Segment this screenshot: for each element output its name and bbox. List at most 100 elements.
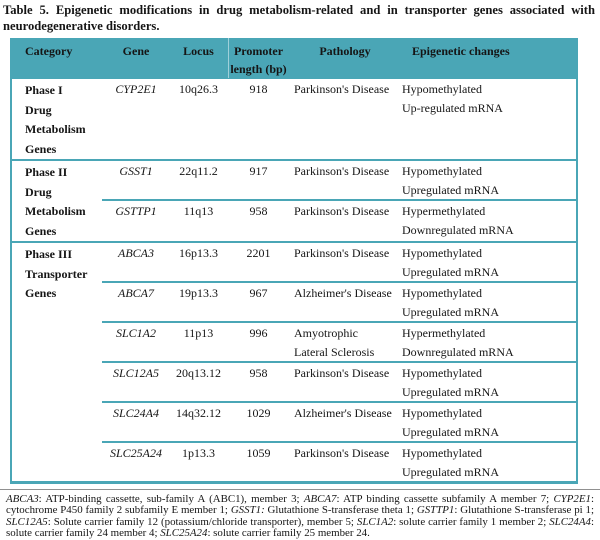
epigenetic-changes-cell: Hypomethylated Upregulated mRNA — [400, 284, 576, 321]
footnote-text: : Glutathione S-transferase pi 1; — [454, 504, 594, 517]
pathology-line: Parkinson's Disease — [294, 204, 390, 218]
locus-cell: 22q11.2 — [179, 164, 218, 178]
pathology-line: Parkinson's Disease — [294, 82, 390, 96]
gene-cell: SLC1A2 — [115, 326, 156, 340]
promoter-length-cell: 918 — [249, 82, 268, 96]
pathology-cell: Parkinson's Disease — [290, 364, 400, 401]
locus-cell: 11q13 — [183, 204, 214, 218]
epigenetic-change-line: Hypermethylated — [402, 204, 486, 218]
category-line: Phase II — [25, 165, 68, 179]
promoter-length-cell: 1059 — [246, 446, 271, 460]
pathology-cell: Parkinson's Disease — [290, 162, 400, 199]
table-footnote: ABCA3: ATP-binding cassette, sub-family … — [6, 493, 594, 540]
category-line: Genes — [25, 223, 57, 238]
epigenetic-changes-cell: Hypomethylated Upregulated mRNA — [400, 404, 576, 441]
promoter-length-cell: 958 — [249, 366, 268, 380]
locus-cell: 14q32.12 — [176, 406, 221, 420]
footnote-gene-symbol: CYP2E1 — [553, 493, 591, 505]
epigenetic-change-line: Upregulated mRNA — [402, 264, 499, 279]
locus-cell: 11p13 — [183, 326, 214, 340]
epigenetic-change-line: Downregulated mRNA — [402, 222, 514, 237]
pathology-line: Parkinson's Disease — [294, 246, 390, 260]
category-line: Drug Metabolism — [25, 102, 86, 137]
footnote-divider — [0, 489, 600, 490]
epigenetic-change-line: Upregulated mRNA — [402, 304, 499, 319]
column-header-locus: Locus — [183, 44, 214, 58]
pathology-cell: Alzheimer's Disease — [290, 404, 400, 441]
footnote-text: : solute carrier family 1 member 2; — [393, 515, 550, 528]
footnote-text: : ATP binding cassette subfamily A membe… — [336, 493, 554, 505]
gene-cell: ABCA7 — [118, 286, 154, 300]
table-caption: Table 5. Epigenetic modifications in dru… — [3, 3, 595, 33]
pathology-line: Parkinson's Disease — [294, 446, 390, 460]
gene-cell: GSTTP1 — [115, 204, 157, 218]
pathology-cell: Parkinson's Disease — [290, 244, 400, 281]
locus-cell: 1p13.3 — [182, 446, 215, 460]
pathology-cell: Parkinson's Disease — [290, 202, 400, 239]
epigenetic-change-line: Downregulated mRNA — [402, 344, 514, 359]
epigenetic-changes-cell: Hypomethylated Upregulated mRNA — [400, 244, 576, 281]
epigenetic-change-line: Upregulated mRNA — [402, 424, 499, 439]
gene-rows: ABCA3 16p13.3 2201 Parkinson's Disease Hypom… — [102, 243, 576, 481]
column-header-pathology: Pathology — [319, 44, 371, 58]
gene-rows: GSST1 22q11.2 917 Parkinson's Disease Hypome… — [102, 161, 576, 241]
epigenetic-changes-cell: Hypomethylated Upregulated mRNA — [400, 364, 576, 401]
gene-row: ABCA3 16p13.3 2201 Parkinson's Disease Hypom… — [102, 243, 576, 281]
gene-rows: CYP2E1 10q26.3 918 Parkinson's Disease Hypom… — [102, 79, 576, 159]
gene-row: GSST1 22q11.2 917 Parkinson's Disease Hypome… — [102, 161, 576, 199]
footnote-gene-symbol: GSTTP1 — [416, 504, 455, 517]
category-group: Phase II Drug Metabolism Genes GSST1 22q11.2… — [12, 159, 576, 241]
locus-cell: 10q26.3 — [179, 82, 218, 96]
gene-row: GSTTP1 11q13 958 Parkinson's Disease Hyperme… — [102, 199, 576, 239]
pathology-cell: Alzheimer's Disease — [290, 284, 400, 321]
epigenetic-change-line: Hypomethylated — [402, 406, 482, 420]
epigenetic-change-line: Hypomethylated — [402, 246, 482, 260]
gene-cell: CYP2E1 — [115, 82, 157, 96]
category-cell: Phase II Drug Metabolism Genes — [12, 161, 102, 241]
footnote-text: : ATP-binding cassette, sub-family A (AB… — [38, 493, 304, 505]
footnote-gene-symbol: GSST1: — [230, 504, 265, 517]
footnote-text: : cytochrome P450 family 2 subfamily E m… — [6, 493, 594, 517]
locus-cell: 20q13.12 — [176, 366, 221, 380]
epigenetic-change-line: Upregulated mRNA — [402, 464, 499, 479]
pathology-line: Alzheimer's Disease — [294, 286, 392, 300]
gene-cell: SLC24A4 — [112, 406, 159, 420]
footnote-text: : Solute carrier family 12 (potassium/ch… — [47, 515, 357, 528]
category-line: Transporter — [25, 266, 88, 281]
paper-table-figure: Table 5. Epigenetic modifications in dru… — [0, 3, 600, 539]
column-header-promoter-length: Promoter length (bp) — [227, 38, 290, 78]
pathology-line: Parkinson's Disease — [294, 164, 390, 178]
gene-cell: ABCA3 — [118, 246, 154, 260]
footnote-gene-symbol: ABCA3 — [6, 493, 39, 505]
footnote-text: Glutathione S-transferase theta 1; — [264, 504, 417, 517]
gene-cell: SLC25A24 — [109, 446, 162, 460]
gene-row: SLC12A5 20q13.12 958 Parkinson's Disease Hyp… — [102, 361, 576, 401]
promoter-length-cell: 958 — [249, 204, 268, 218]
promoter-header-line2: length (bp) — [230, 62, 287, 76]
column-header-gene: Gene — [122, 44, 150, 58]
gene-cell: SLC12A5 — [112, 366, 159, 380]
pathology-line: Alzheimer's Disease — [294, 406, 392, 420]
footnote-gene-symbol: SLC24A4 — [549, 515, 591, 528]
gene-row: SLC25A24 1p13.3 1059 Parkinson's Disease Hyp… — [102, 441, 576, 481]
promoter-length-cell: 967 — [249, 286, 268, 300]
category-line: Phase III — [25, 247, 73, 261]
locus-cell: 16p13.3 — [179, 246, 218, 260]
category-group: Phase III Transporter Genes ABCA3 16p13.3 220… — [12, 241, 576, 481]
category-line: Drug Metabolism — [25, 184, 86, 219]
category-line: Genes — [25, 141, 57, 156]
promoter-length-cell: 917 — [249, 164, 268, 178]
data-table: Category Gene Locus Promoter length (bp)… — [10, 38, 578, 484]
category-cell: Phase I Drug Metabolism Genes — [12, 79, 102, 159]
category-line: Genes — [25, 286, 57, 300]
footnote-gene-symbol: SLC12A5 — [6, 515, 48, 528]
pathology-cell: Parkinson's Disease — [290, 80, 400, 117]
epigenetic-change-line: Hypomethylated — [402, 286, 482, 300]
pathology-cell: Parkinson's Disease — [290, 444, 400, 481]
epigenetic-change-line: Hypomethylated — [402, 164, 482, 178]
gene-cell: GSST1 — [119, 164, 153, 178]
locus-cell: 19p13.3 — [179, 286, 218, 300]
epigenetic-change-line: Up-regulated mRNA — [402, 100, 503, 115]
epigenetic-changes-cell: Hypermethylated Downregulated mRNA — [400, 202, 576, 239]
column-header-epigenetic-changes: Epigenetic changes — [412, 44, 510, 58]
